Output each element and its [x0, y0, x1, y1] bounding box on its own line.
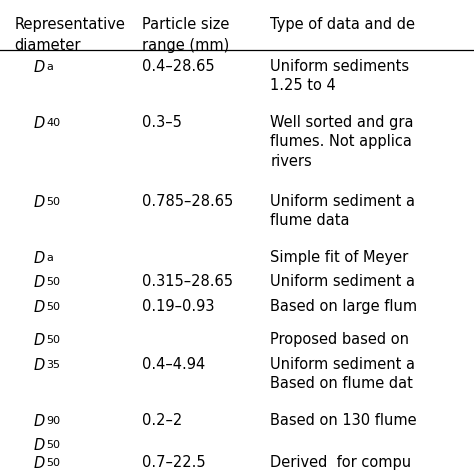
Text: $D$: $D$ — [33, 413, 46, 429]
Text: Uniform sediments
1.25 to 4: Uniform sediments 1.25 to 4 — [270, 59, 410, 93]
Text: $D$: $D$ — [33, 438, 46, 454]
Text: a: a — [46, 253, 53, 263]
Text: Derived  for compu
low to high shear st: Derived for compu low to high shear st — [270, 455, 415, 474]
Text: $D$: $D$ — [33, 59, 46, 75]
Text: Simple fit of Meyer: Simple fit of Meyer — [270, 250, 409, 265]
Text: Uniform sediment a
Based on flume dat: Uniform sediment a Based on flume dat — [270, 357, 415, 391]
Text: 50: 50 — [46, 197, 60, 207]
Text: 50: 50 — [46, 277, 60, 287]
Text: 0.785–28.65: 0.785–28.65 — [142, 194, 234, 209]
Text: $D$: $D$ — [33, 194, 46, 210]
Text: 0.4–4.94: 0.4–4.94 — [142, 357, 205, 372]
Text: $D$: $D$ — [33, 455, 46, 471]
Text: 90: 90 — [46, 416, 60, 426]
Text: Proposed based on: Proposed based on — [270, 332, 409, 347]
Text: $D$: $D$ — [33, 250, 46, 266]
Text: 40: 40 — [46, 118, 60, 128]
Text: Uniform sediment a
flume data: Uniform sediment a flume data — [270, 194, 415, 228]
Text: $D$: $D$ — [33, 332, 46, 348]
Text: 50: 50 — [46, 302, 60, 312]
Text: 50: 50 — [46, 440, 60, 450]
Text: $D$: $D$ — [33, 357, 46, 373]
Text: 0.7–22.5: 0.7–22.5 — [142, 455, 206, 470]
Text: 0.3–5: 0.3–5 — [142, 115, 182, 130]
Text: 0.315–28.65: 0.315–28.65 — [142, 274, 233, 290]
Text: Type of data and de: Type of data and de — [270, 17, 415, 32]
Text: 0.2–2: 0.2–2 — [142, 413, 182, 428]
Text: $D$: $D$ — [33, 274, 46, 291]
Text: Uniform sediment a: Uniform sediment a — [270, 274, 415, 290]
Text: Representative: Representative — [14, 17, 125, 32]
Text: 0.19–0.93: 0.19–0.93 — [142, 299, 215, 314]
Text: 50: 50 — [46, 457, 60, 467]
Text: $D$: $D$ — [33, 299, 46, 315]
Text: 0.4–28.65: 0.4–28.65 — [142, 59, 215, 74]
Text: Based on large flum: Based on large flum — [270, 299, 417, 314]
Text: Well sorted and gra
flumes. Not applica
rivers: Well sorted and gra flumes. Not applica … — [270, 115, 414, 169]
Text: $D$: $D$ — [33, 115, 46, 131]
Text: a: a — [46, 62, 53, 72]
Text: 50: 50 — [46, 335, 60, 345]
Text: range (mm): range (mm) — [142, 38, 229, 53]
Text: 35: 35 — [46, 360, 60, 370]
Text: Particle size: Particle size — [142, 17, 229, 32]
Text: Based on 130 flume: Based on 130 flume — [270, 413, 417, 428]
Text: diameter: diameter — [14, 38, 81, 53]
